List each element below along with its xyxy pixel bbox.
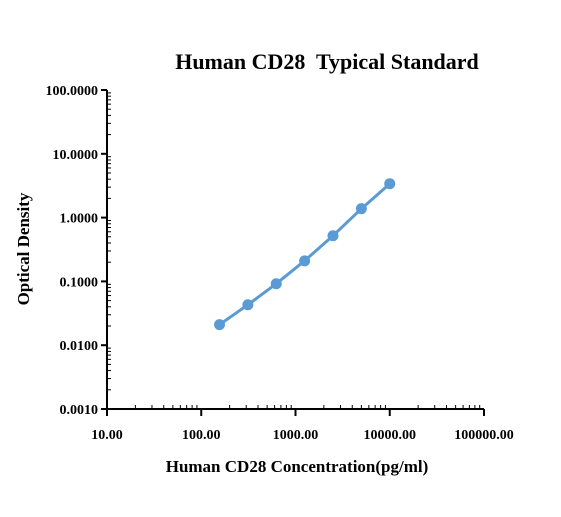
- y-tick-label: 0.0010: [60, 403, 99, 418]
- data-point: [384, 178, 396, 190]
- y-tick-label: 100.0000: [46, 84, 99, 99]
- x-tick-label: 10.00: [91, 428, 123, 443]
- data-point: [214, 319, 226, 331]
- x-tick-label: 100.00: [182, 428, 221, 443]
- data-point: [299, 255, 311, 267]
- data-point: [270, 278, 282, 290]
- plot-area: 0.0010 0.0100 0.1000 1.0000 10.0000 100.0000 1…: [46, 84, 514, 443]
- y-axis-label: Optical Density: [14, 192, 33, 305]
- y-tick-label: 10.0000: [53, 148, 99, 163]
- x-tick-label: 100000.00: [454, 428, 514, 443]
- x-tick-label: 10000.00: [364, 428, 417, 443]
- y-tick-label: 1.0000: [60, 212, 99, 227]
- data-point: [327, 230, 339, 242]
- data-point: [355, 203, 367, 215]
- data-point: [242, 299, 254, 311]
- y-tick-label: 0.0100: [60, 339, 99, 354]
- x-tick-label: 1000.00: [273, 428, 319, 443]
- y-tick-label: 0.1000: [60, 275, 99, 290]
- chart-title: Human CD28 Typical Standard: [175, 49, 479, 74]
- x-axis-label: Human CD28 Concentration(pg/ml): [166, 457, 429, 476]
